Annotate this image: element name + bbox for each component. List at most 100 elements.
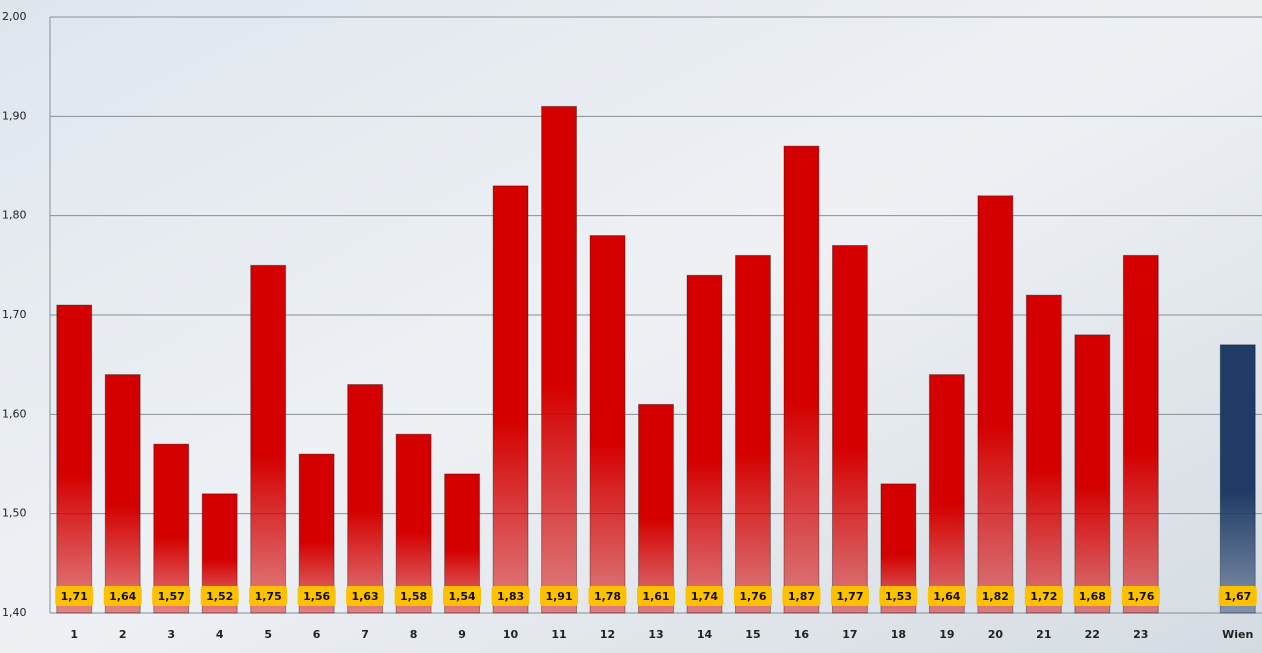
value-label-box	[782, 586, 821, 606]
value-label: 1,61	[642, 590, 669, 603]
bar	[395, 433, 432, 614]
value-label-box	[588, 586, 627, 606]
bar	[250, 264, 287, 614]
value-label-box	[152, 586, 191, 606]
bar	[1219, 344, 1256, 614]
x-tick-label: 14	[697, 628, 713, 641]
x-tick-label: 13	[648, 628, 663, 641]
x-tick-label: 19	[939, 628, 954, 641]
value-label-box	[830, 586, 869, 606]
value-label: 1,76	[1127, 590, 1154, 603]
value-label-box	[879, 586, 918, 606]
y-tick-label: 2,00	[2, 10, 27, 23]
x-tick-label: 4	[216, 628, 224, 641]
x-tick-label: 18	[891, 628, 906, 641]
value-label: 1,56	[303, 590, 330, 603]
x-tick-label: 7	[361, 628, 369, 641]
value-label-box	[297, 586, 336, 606]
value-label: 1,87	[788, 590, 815, 603]
value-label: 1,57	[158, 590, 185, 603]
value-label: 1,78	[594, 590, 621, 603]
value-label: 1,72	[1030, 590, 1057, 603]
value-label: 1,64	[109, 590, 136, 603]
value-label: 1,82	[982, 590, 1009, 603]
x-tick-label: 15	[745, 628, 760, 641]
value-label: 1,75	[255, 590, 282, 603]
value-label: 1,54	[449, 590, 476, 603]
y-tick-label: 1,60	[2, 407, 27, 420]
x-tick-label: 23	[1133, 628, 1148, 641]
value-label-box	[685, 586, 724, 606]
value-label: 1,58	[400, 590, 427, 603]
value-label-box	[1121, 586, 1160, 606]
x-tick-label: Wien	[1222, 628, 1253, 641]
value-label-box	[1024, 586, 1063, 606]
bar	[735, 254, 771, 614]
y-tick-label: 1,50	[2, 507, 27, 520]
value-label-box	[443, 586, 482, 606]
value-label: 1,76	[739, 590, 766, 603]
x-tick-label: 2	[119, 628, 127, 641]
value-label: 1,53	[885, 590, 912, 603]
bar	[1074, 334, 1111, 614]
x-tick-label: 10	[503, 628, 519, 641]
value-label-box	[491, 586, 530, 606]
value-label-box	[55, 586, 94, 606]
value-label: 1,91	[545, 590, 572, 603]
bar	[541, 105, 577, 614]
y-tick-label: 1,80	[2, 209, 27, 222]
y-tick-label: 1,70	[2, 308, 27, 321]
bar	[153, 443, 190, 614]
value-label-box	[927, 586, 966, 606]
value-label-box	[540, 586, 579, 606]
bar	[686, 274, 723, 614]
value-label-box	[346, 586, 385, 606]
value-label: 1,63	[352, 590, 379, 603]
value-label: 1,68	[1079, 590, 1106, 603]
x-tick-label: 9	[458, 628, 466, 641]
value-label: 1,52	[206, 590, 233, 603]
y-tick-label: 1,40	[2, 606, 27, 619]
value-label-box	[394, 586, 433, 606]
value-label-box	[249, 586, 288, 606]
value-label-box	[733, 586, 772, 606]
bar	[589, 235, 626, 614]
value-label: 1,77	[836, 590, 863, 603]
x-tick-label: 6	[313, 628, 321, 641]
value-label: 1,74	[691, 590, 718, 603]
value-label: 1,67	[1224, 590, 1251, 603]
x-tick-label: 1	[70, 628, 78, 641]
bar	[638, 403, 674, 614]
x-tick-label: 20	[988, 628, 1004, 641]
value-label-box	[103, 586, 142, 606]
value-label-box	[200, 586, 239, 606]
x-tick-label: 21	[1036, 628, 1051, 641]
bar	[1122, 254, 1159, 614]
x-tick-label: 17	[842, 628, 857, 641]
x-tick-label: 5	[264, 628, 272, 641]
bar	[56, 304, 93, 614]
x-tick-label: 12	[600, 628, 615, 641]
bar	[1025, 294, 1062, 614]
x-tick-label: 22	[1085, 628, 1100, 641]
x-tick-label: 3	[167, 628, 175, 641]
value-label: 1,64	[933, 590, 960, 603]
x-tick-label: 11	[551, 628, 566, 641]
value-label-box	[637, 586, 675, 606]
bar	[831, 244, 868, 614]
bar	[347, 384, 384, 614]
y-tick-label: 1,90	[2, 109, 27, 122]
value-label-box	[1073, 586, 1112, 606]
bar	[104, 374, 141, 614]
x-tick-label: 8	[410, 628, 418, 641]
value-label: 1,71	[61, 590, 88, 603]
bar	[492, 185, 529, 614]
x-tick-label: 16	[794, 628, 810, 641]
bar	[928, 374, 965, 614]
value-label-box	[976, 586, 1015, 606]
value-label-box	[1218, 586, 1257, 606]
bar	[977, 195, 1014, 614]
bar	[783, 145, 820, 614]
